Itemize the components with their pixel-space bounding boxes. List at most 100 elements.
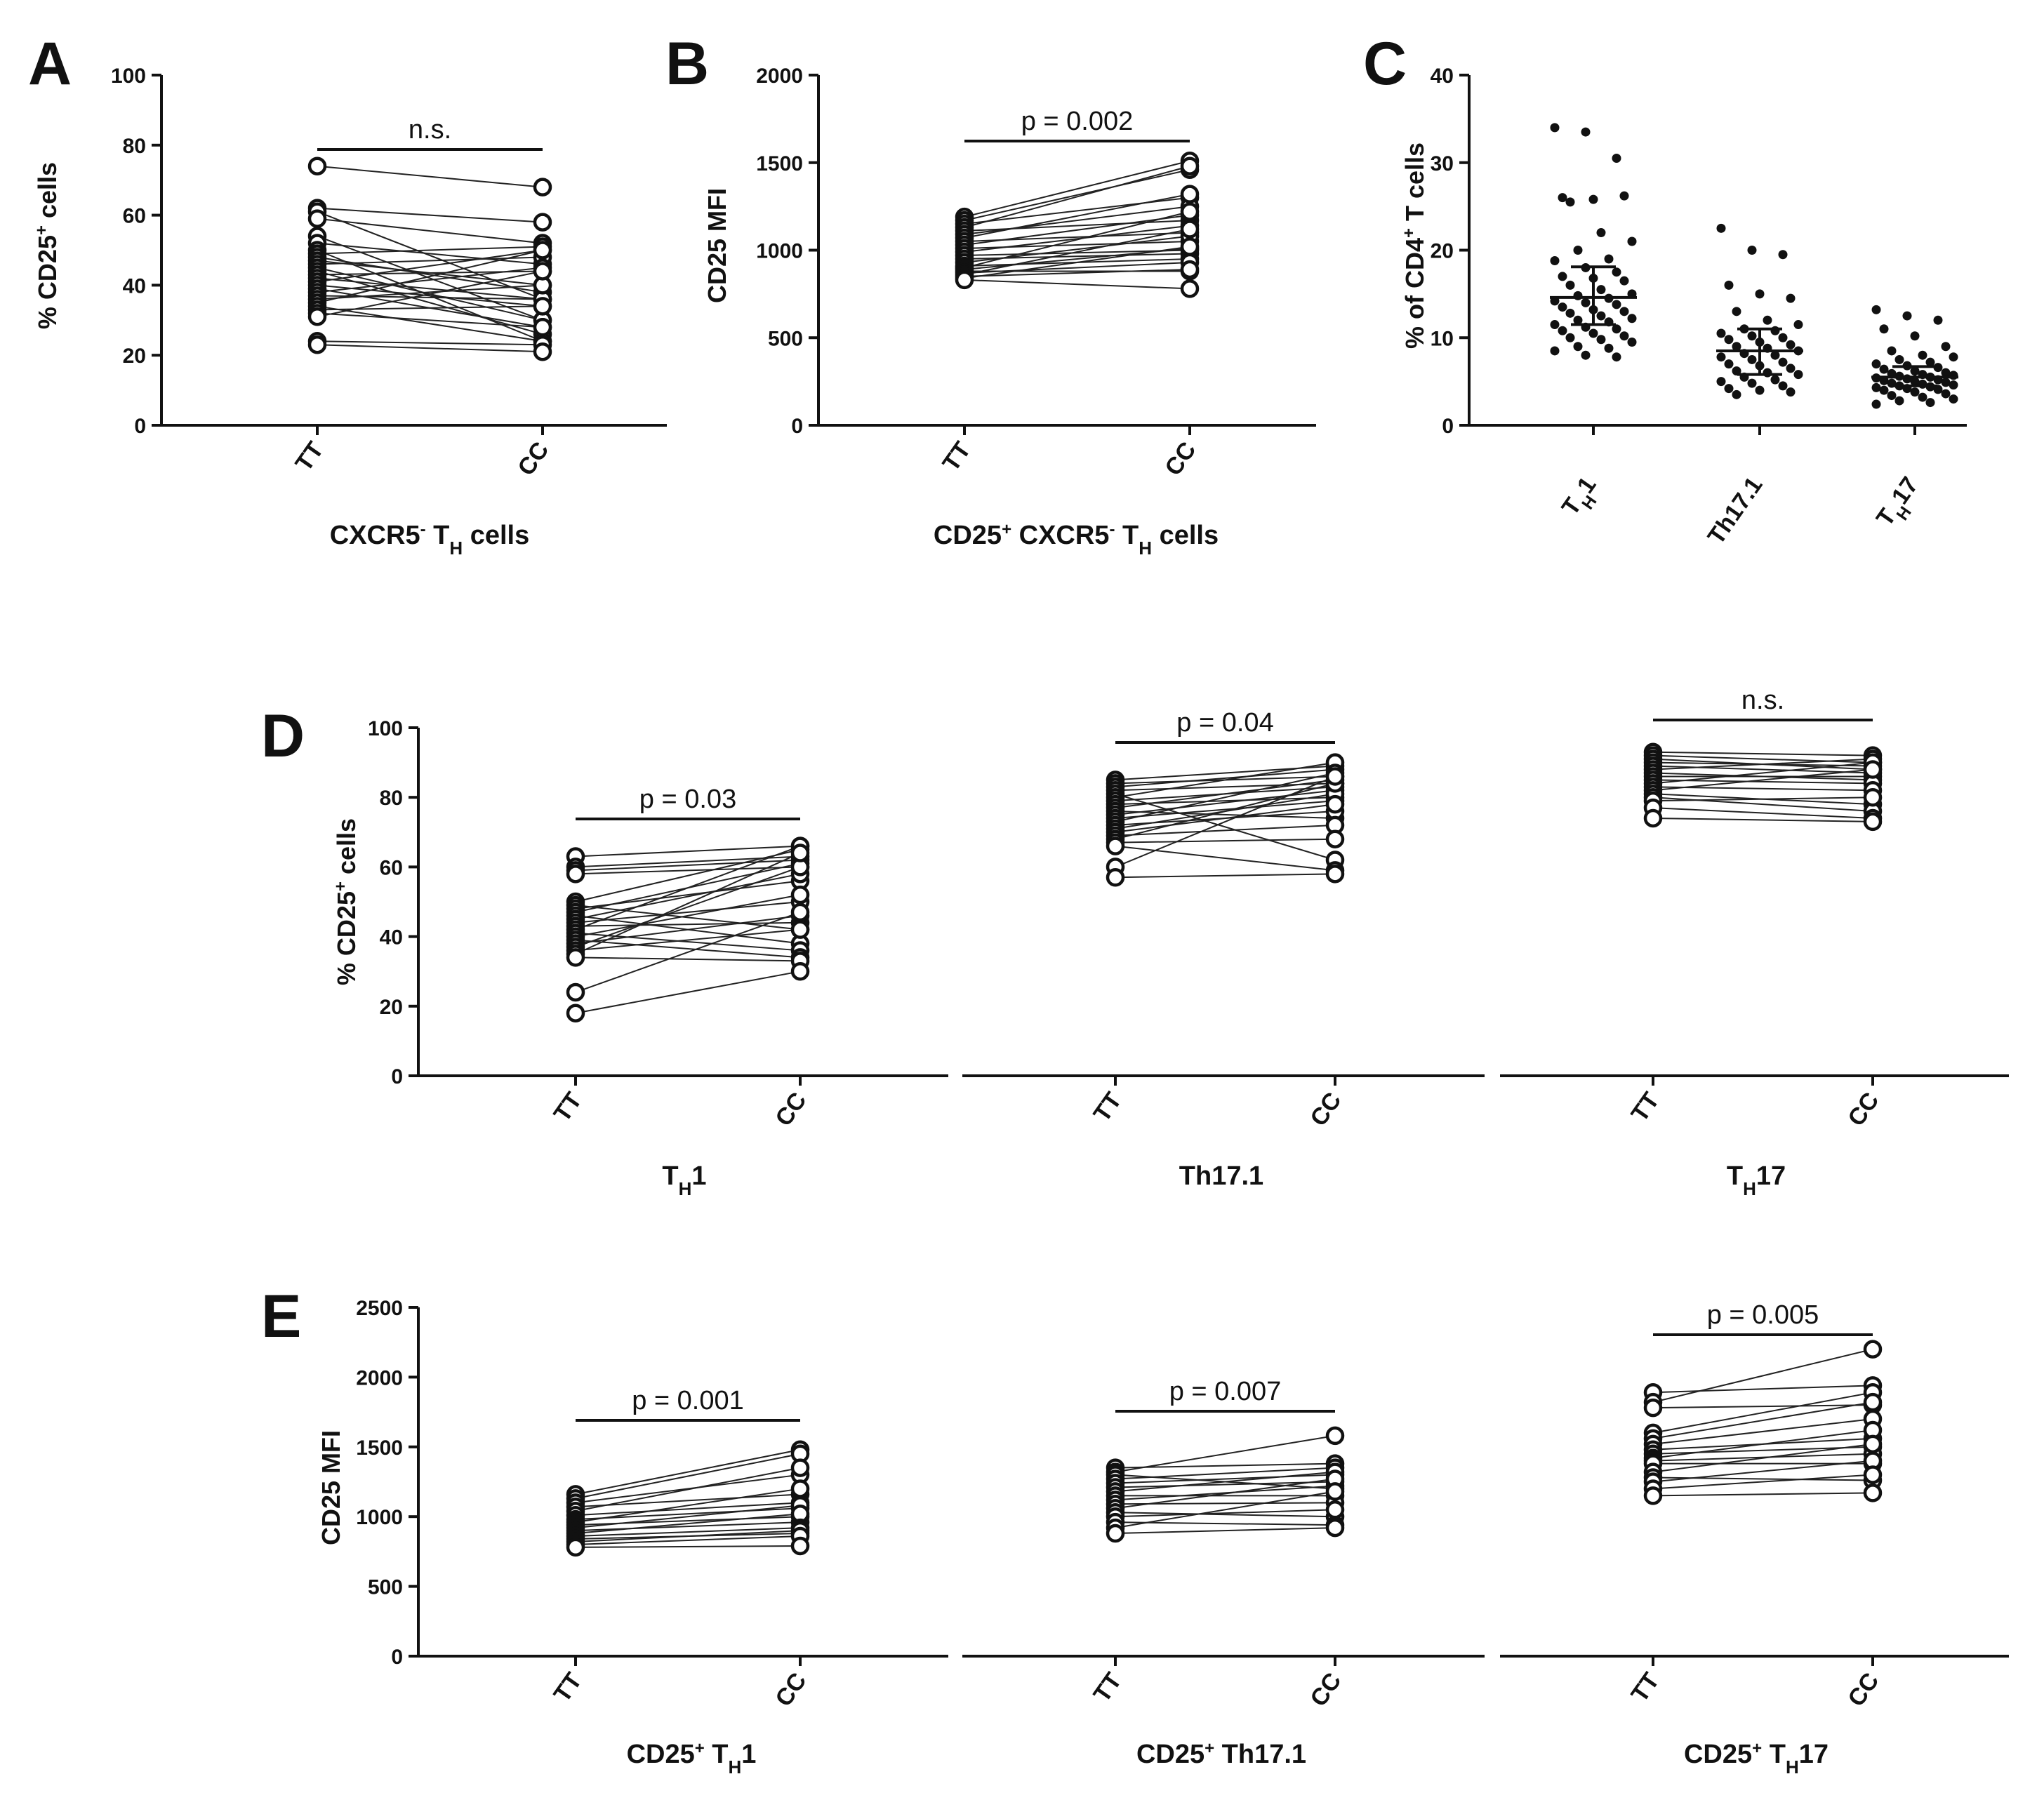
panel-e-point-cc xyxy=(1863,1340,1883,1359)
panel-d-pair-line xyxy=(575,866,801,948)
panel-e-point-tt xyxy=(1643,1398,1663,1418)
panel-c-point xyxy=(1581,127,1591,137)
panel-d-pair-line xyxy=(575,911,801,993)
panel-b-y-tick-label: 500 xyxy=(768,327,803,350)
panel-d-pair-line xyxy=(1115,845,1336,872)
panel-b-point-cc xyxy=(1180,237,1200,256)
panel-c-point xyxy=(1910,331,1920,341)
panel-e-point-cc xyxy=(790,1458,810,1477)
panel-e-pair-line xyxy=(1115,1481,1336,1488)
panel-c-point xyxy=(1778,357,1788,367)
panel-e-x-tick-label: TT xyxy=(549,1668,588,1707)
panel-d-pair-line xyxy=(575,873,801,920)
panel-d-pair-line xyxy=(1652,807,1873,819)
panel-e-pair-line xyxy=(575,1521,801,1532)
panel-c-point xyxy=(1941,368,1951,378)
panel-a-pair-line xyxy=(317,344,543,353)
panel-d-pair-line xyxy=(1652,761,1873,785)
panel-c-point xyxy=(1558,193,1567,203)
panel-c-point xyxy=(1558,272,1567,281)
panel-c-point xyxy=(1747,331,1757,341)
panel-c-point xyxy=(1925,398,1935,408)
panel-c-point xyxy=(1619,191,1629,201)
panel-e-pair-line xyxy=(1115,1471,1336,1493)
panel-e-x-tick-label: CC xyxy=(770,1668,811,1712)
panel-d-x-label-2: Th17.1 xyxy=(1179,1161,1263,1191)
panel-c-point xyxy=(1933,315,1943,325)
panel-c-point xyxy=(1902,374,1912,384)
panel-c-point xyxy=(1732,389,1741,399)
panel-c-point xyxy=(1573,342,1583,352)
panel-c-cat-th171: Th17.1 xyxy=(1703,472,1768,549)
panel-a-point-tt xyxy=(307,307,327,326)
panel-b-x-label: CD25+ CXCR5- TH cells xyxy=(934,520,1219,559)
panel-c-point xyxy=(1627,314,1637,324)
panel-letter-b: B xyxy=(665,30,709,98)
panel-c-point xyxy=(1596,228,1606,238)
panel-d-x-label-3: TH17 xyxy=(1727,1161,1786,1199)
panel-d-pair-line xyxy=(575,939,801,959)
panel-b-y-tick-label: 1000 xyxy=(756,240,803,263)
panel-c-point xyxy=(1558,302,1567,312)
panel-e-pair-line xyxy=(1652,1460,1873,1483)
panel-b-pair-line xyxy=(964,165,1190,229)
panel-b-pair-line xyxy=(964,261,1190,274)
panel-c-y-tick-label: 40 xyxy=(1431,65,1454,88)
panel-e-x-label-3: CD25+ TH17 xyxy=(1684,1739,1829,1778)
panel-c-point xyxy=(1793,370,1803,380)
panel-e-pair-line xyxy=(1115,1467,1336,1480)
panel-c-point xyxy=(1716,223,1726,233)
panel-d-point-cc xyxy=(1325,767,1345,786)
panel-c-point xyxy=(1724,335,1734,345)
panel-c-point xyxy=(1770,350,1780,360)
panel-d-pair-line xyxy=(575,956,801,962)
panel-a-pair-line xyxy=(317,284,543,300)
panel-e-pair-line xyxy=(575,1527,801,1538)
panel-b-point-cc xyxy=(1180,260,1200,279)
panel-d-x-label-1: TH1 xyxy=(662,1161,706,1199)
panel-e-pair-line xyxy=(1652,1418,1873,1445)
panel-c-point xyxy=(1747,378,1757,388)
panel-d-pair-line xyxy=(575,901,801,924)
panel-d-point-tt xyxy=(566,865,585,884)
panel-d-pair-line xyxy=(575,971,801,1014)
panel-e-annotation: p = 0.005 xyxy=(1707,1300,1819,1330)
panel-b-pair-line xyxy=(964,228,1190,276)
panel-e-point-tt xyxy=(566,1538,585,1557)
panel-c-point xyxy=(1716,328,1726,338)
panel-e-pair-line xyxy=(1652,1348,1873,1404)
panel-c-point xyxy=(1786,364,1796,373)
panel-c-point xyxy=(1871,305,1881,314)
panel-d-pair-line xyxy=(1115,768,1336,788)
panel-c-point xyxy=(1612,352,1621,362)
panel-a-pair-line xyxy=(317,277,543,300)
panel-e-y-tick-label: 1500 xyxy=(356,1436,403,1460)
panel-e-pair-line xyxy=(575,1502,801,1516)
panel-e-pair-line xyxy=(575,1488,801,1524)
panel-c-point xyxy=(1941,389,1951,399)
panel-a-point-tt xyxy=(307,156,327,175)
panel-c-point xyxy=(1879,385,1889,395)
panel-c-point xyxy=(1949,352,1958,362)
panel-c-point xyxy=(1565,197,1575,207)
panel-d-pair-line xyxy=(1115,782,1336,840)
panel-d-pair-line xyxy=(1652,751,1873,756)
panel-d-point-tt xyxy=(566,948,585,967)
panel-e-point-tt xyxy=(1643,1486,1663,1505)
panel-c-point xyxy=(1716,352,1726,362)
panel-d-annotation: n.s. xyxy=(1741,686,1784,715)
panel-c-point xyxy=(1894,354,1904,364)
panel-e-point-cc xyxy=(790,1479,810,1498)
panel-e-point-cc xyxy=(1325,1426,1345,1446)
panel-d-pair-line xyxy=(1652,768,1873,792)
panel-e-point-cc xyxy=(1863,1484,1883,1502)
panel-e-pair-line xyxy=(1652,1404,1873,1409)
panel-a-pair-line xyxy=(317,249,543,304)
panel-a-pair-line xyxy=(317,305,543,342)
panel-d-point-cc xyxy=(790,961,810,981)
panel-c-point xyxy=(1732,342,1741,352)
panel-c-point xyxy=(1604,254,1614,264)
panel-c-point xyxy=(1550,346,1560,356)
panel-e-y-tick-label: 1000 xyxy=(356,1506,403,1529)
panel-c-y-tick-label: 10 xyxy=(1431,327,1454,350)
